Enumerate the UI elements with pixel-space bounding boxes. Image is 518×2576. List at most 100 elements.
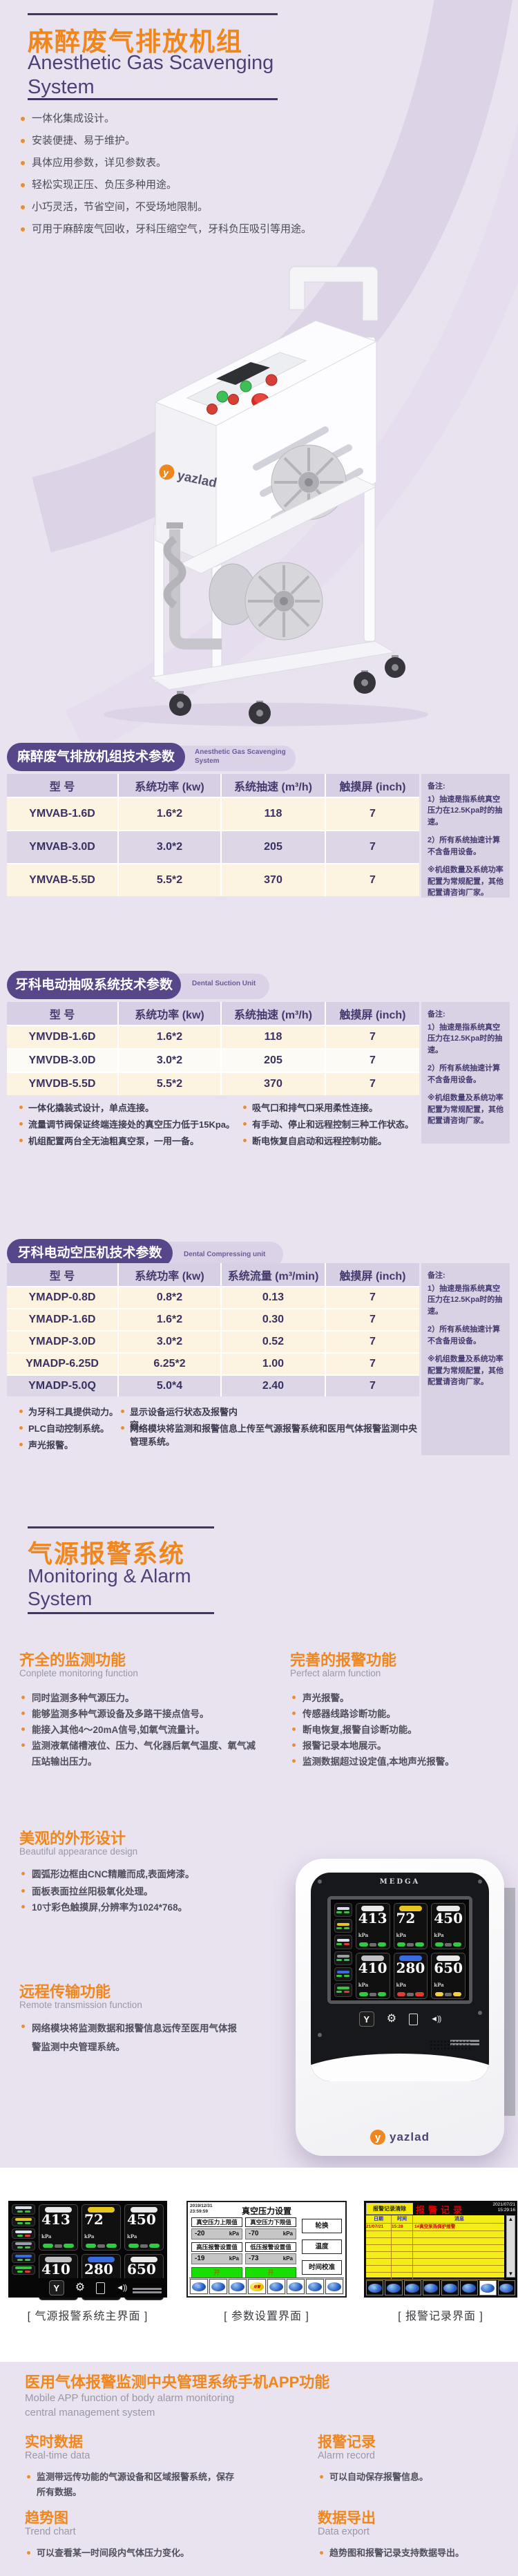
nav-button[interactable]	[306, 2279, 324, 2294]
setting-field: 低压报警设置值 -73 kPa	[245, 2242, 296, 2264]
nav-button[interactable]	[209, 2279, 227, 2294]
product-cart-image: y yazlad	[104, 266, 428, 726]
notes-heading: 备注:	[428, 1010, 445, 1019]
footnote: 声光报警。	[19, 1439, 125, 1452]
app-feature-bullet: 可以自动保存报警信息。	[319, 2470, 516, 2485]
table-cell: YMADP-6.25D	[7, 1354, 117, 1374]
table-cell: 118	[222, 1026, 325, 1048]
temperature-button[interactable]: 温度	[302, 2239, 342, 2254]
toggle-on-button[interactable]: 开	[191, 2267, 242, 2278]
table-anesthetic-params: 型 号 系统功率 (kw) 系统抽速 (m³/h) 触摸屏 (inch) YMV…	[7, 774, 419, 896]
footnote: 断电恢复自启动和远程控制功能。	[243, 1135, 425, 1148]
scroll-up-icon: ▲	[508, 2216, 514, 2222]
table-cell: 7	[326, 1332, 419, 1352]
speaker-icon[interactable]: ◄))	[430, 2015, 441, 2023]
table1-title-en: Anesthetic Gas Scavenging System	[195, 748, 286, 765]
footnote: PLC自动控制系统。	[19, 1422, 125, 1435]
footnote: 为牙科工具提供动力。	[19, 1405, 125, 1419]
table-cell: YMADP-3.0D	[7, 1332, 117, 1352]
clear-records-button[interactable]: 报警记录清除	[366, 2203, 413, 2215]
feature-bullet: 网络模块将监测数据和报警信息远传至医用气体报警监测中央管理系统。	[21, 2019, 246, 2056]
nav-home-button[interactable]: ⌂	[190, 2279, 208, 2294]
feature-heading-en: Perfect alarm function	[290, 1668, 381, 1678]
table-cell: 7	[326, 1026, 419, 1048]
faceplate-wave-edge	[311, 2054, 489, 2081]
nav-home-button[interactable]: ⌂	[366, 2280, 384, 2295]
gauge-tile: 450 kPa	[124, 2204, 164, 2251]
speaker-icon[interactable]: ◄))	[116, 2284, 127, 2292]
notes-line: 2）所有系统抽速计算不含备用设备。	[428, 1064, 501, 1084]
table-cell: 205	[222, 1050, 325, 1072]
footnote: 有手动、停止和远程控制三种工作状态。	[243, 1118, 425, 1131]
app-feature-heading-en: Real-time data	[25, 2450, 90, 2461]
page-title: 麻醉废气排放机组	[28, 28, 243, 56]
toggle-on-button[interactable]: 开	[245, 2267, 296, 2278]
nav-button[interactable]	[267, 2279, 285, 2294]
brand-icon[interactable]: Y	[48, 2280, 64, 2295]
divider	[28, 1526, 214, 1528]
brand-y-icon: y	[370, 2130, 385, 2145]
table-cell: 5.0*4	[119, 1376, 220, 1396]
screenshot-settings-ui: 2019/12/31 23:59:59 真空压力设置 真空压力上限值 -20 kPa…	[186, 2201, 347, 2298]
table-cell: YMVAB-5.5D	[7, 864, 117, 896]
feature-bullet-list: 一体化集成设计。 安装便捷、易于维护。 具体应用参数，详见参数表。 轻松实现正压…	[19, 112, 475, 245]
table-cell: 3.0*2	[119, 1332, 220, 1352]
scrollbar[interactable]: ▲ ▼	[506, 2215, 515, 2277]
feature-bullet: 声光报警。	[291, 1690, 517, 1706]
notes-line: 1）抽速是指系统真空压力在12.5Kpa时的抽速。	[428, 1284, 503, 1316]
divider	[28, 13, 278, 15]
table-cell: 5.5*2	[119, 1073, 220, 1095]
notes-line: 2）所有系统抽速计算不含备用设备。	[428, 1325, 501, 1345]
nav-records-button[interactable]	[479, 2280, 497, 2295]
gauge-tile: 413 kPa	[355, 1903, 390, 1949]
table1-notes: 备注: 1）抽速是指系统真空压力在12.5Kpa时的抽速。 2）所有系统抽速计算…	[421, 774, 510, 898]
app-feature-heading: 实时数据	[25, 2434, 83, 2450]
footnote: 一体化撬装式设计，单点连接。	[19, 1101, 256, 1115]
feature-bullet: 监测数据超过设定值,本地声光报警。	[291, 1754, 517, 1770]
table3-notes: 备注: 1）抽速是指系统真空压力在12.5Kpa时的抽速。 2）所有系统抽速计算…	[421, 1263, 510, 1455]
settings-gear-icon[interactable]: ⚙	[386, 2013, 397, 2025]
nav-button[interactable]	[441, 2280, 459, 2295]
table-cell: 7	[326, 1309, 419, 1330]
gauge-tile: 410 kPa	[355, 1953, 390, 1999]
table-header-cell: 型 号	[7, 774, 117, 797]
feature-bullet: 同时监测多种气源压力。	[21, 1690, 274, 1706]
nav-search-button[interactable]	[422, 2280, 440, 2295]
list-item: 轻松实现正压、负压多种用途。	[19, 178, 475, 192]
setting-field: 真空压力下限值 -70 kPa	[245, 2217, 296, 2239]
status-capsule-column	[12, 2204, 35, 2275]
panel-faceplate: MEDGA 413 kPa	[311, 1873, 489, 2081]
app-feature-heading: 数据导出	[318, 2510, 376, 2526]
table-cell: 7	[326, 1287, 419, 1308]
table-cell: 370	[222, 864, 325, 896]
table-cell: 1.6*2	[119, 1309, 220, 1330]
nav-lock-button[interactable]	[287, 2279, 305, 2294]
nav-button[interactable]	[385, 2280, 403, 2295]
device-icon[interactable]	[409, 2013, 419, 2025]
device-icon[interactable]	[96, 2282, 106, 2294]
nav-speaker-button[interactable]	[497, 2280, 515, 2295]
feature-bullet: 报警记录本地展示。	[291, 1738, 517, 1754]
screen-title: 真空压力设置	[241, 2206, 291, 2216]
notes-heading: 备注:	[428, 1271, 445, 1280]
nav-speaker-button[interactable]	[325, 2279, 343, 2294]
table-header-cell: 系统功率 (kw)	[119, 1263, 220, 1286]
nav-lock-button[interactable]	[460, 2280, 478, 2295]
setting-field: 高压报警设置值 -19 kPa	[191, 2242, 242, 2264]
nav-tools-button[interactable]	[403, 2280, 421, 2295]
nav-alarm-button[interactable]: 报警	[248, 2279, 266, 2294]
record-row: 21/07/21 15:28 1#真空泵热保护报警	[366, 2224, 504, 2231]
brand-icon[interactable]: Y	[358, 2011, 374, 2027]
settings-gear-icon[interactable]: ⚙	[75, 2282, 86, 2293]
notes-line: 1）抽速是指系统真空压力在12.5Kpa时的抽速。	[428, 1023, 503, 1054]
notes-line: ※机组数量及系统功率配置为常规配置，其他配置请咨询厂家。	[428, 866, 503, 897]
rotate-button[interactable]: 轮换	[302, 2219, 342, 2233]
table-header-cell: 系统抽速 (m³/h)	[222, 1002, 325, 1025]
gauge-tile: 650 kPa	[431, 1953, 466, 1999]
nav-tools-button[interactable]	[229, 2279, 247, 2294]
table-header-cell: 系统流量 (m³/min)	[222, 1263, 325, 1286]
panel-touchscreen[interactable]: 413 kPa 72 kPa 450 kPa 410 kPa 280 kPa 6…	[327, 1896, 472, 2004]
table-cell: 1.6*2	[119, 798, 220, 830]
time-calibration-button[interactable]: 时间校准	[302, 2260, 342, 2275]
feature-bullet: 能接入其他4～20mA信号,如氧气流量计。	[21, 1722, 274, 1738]
